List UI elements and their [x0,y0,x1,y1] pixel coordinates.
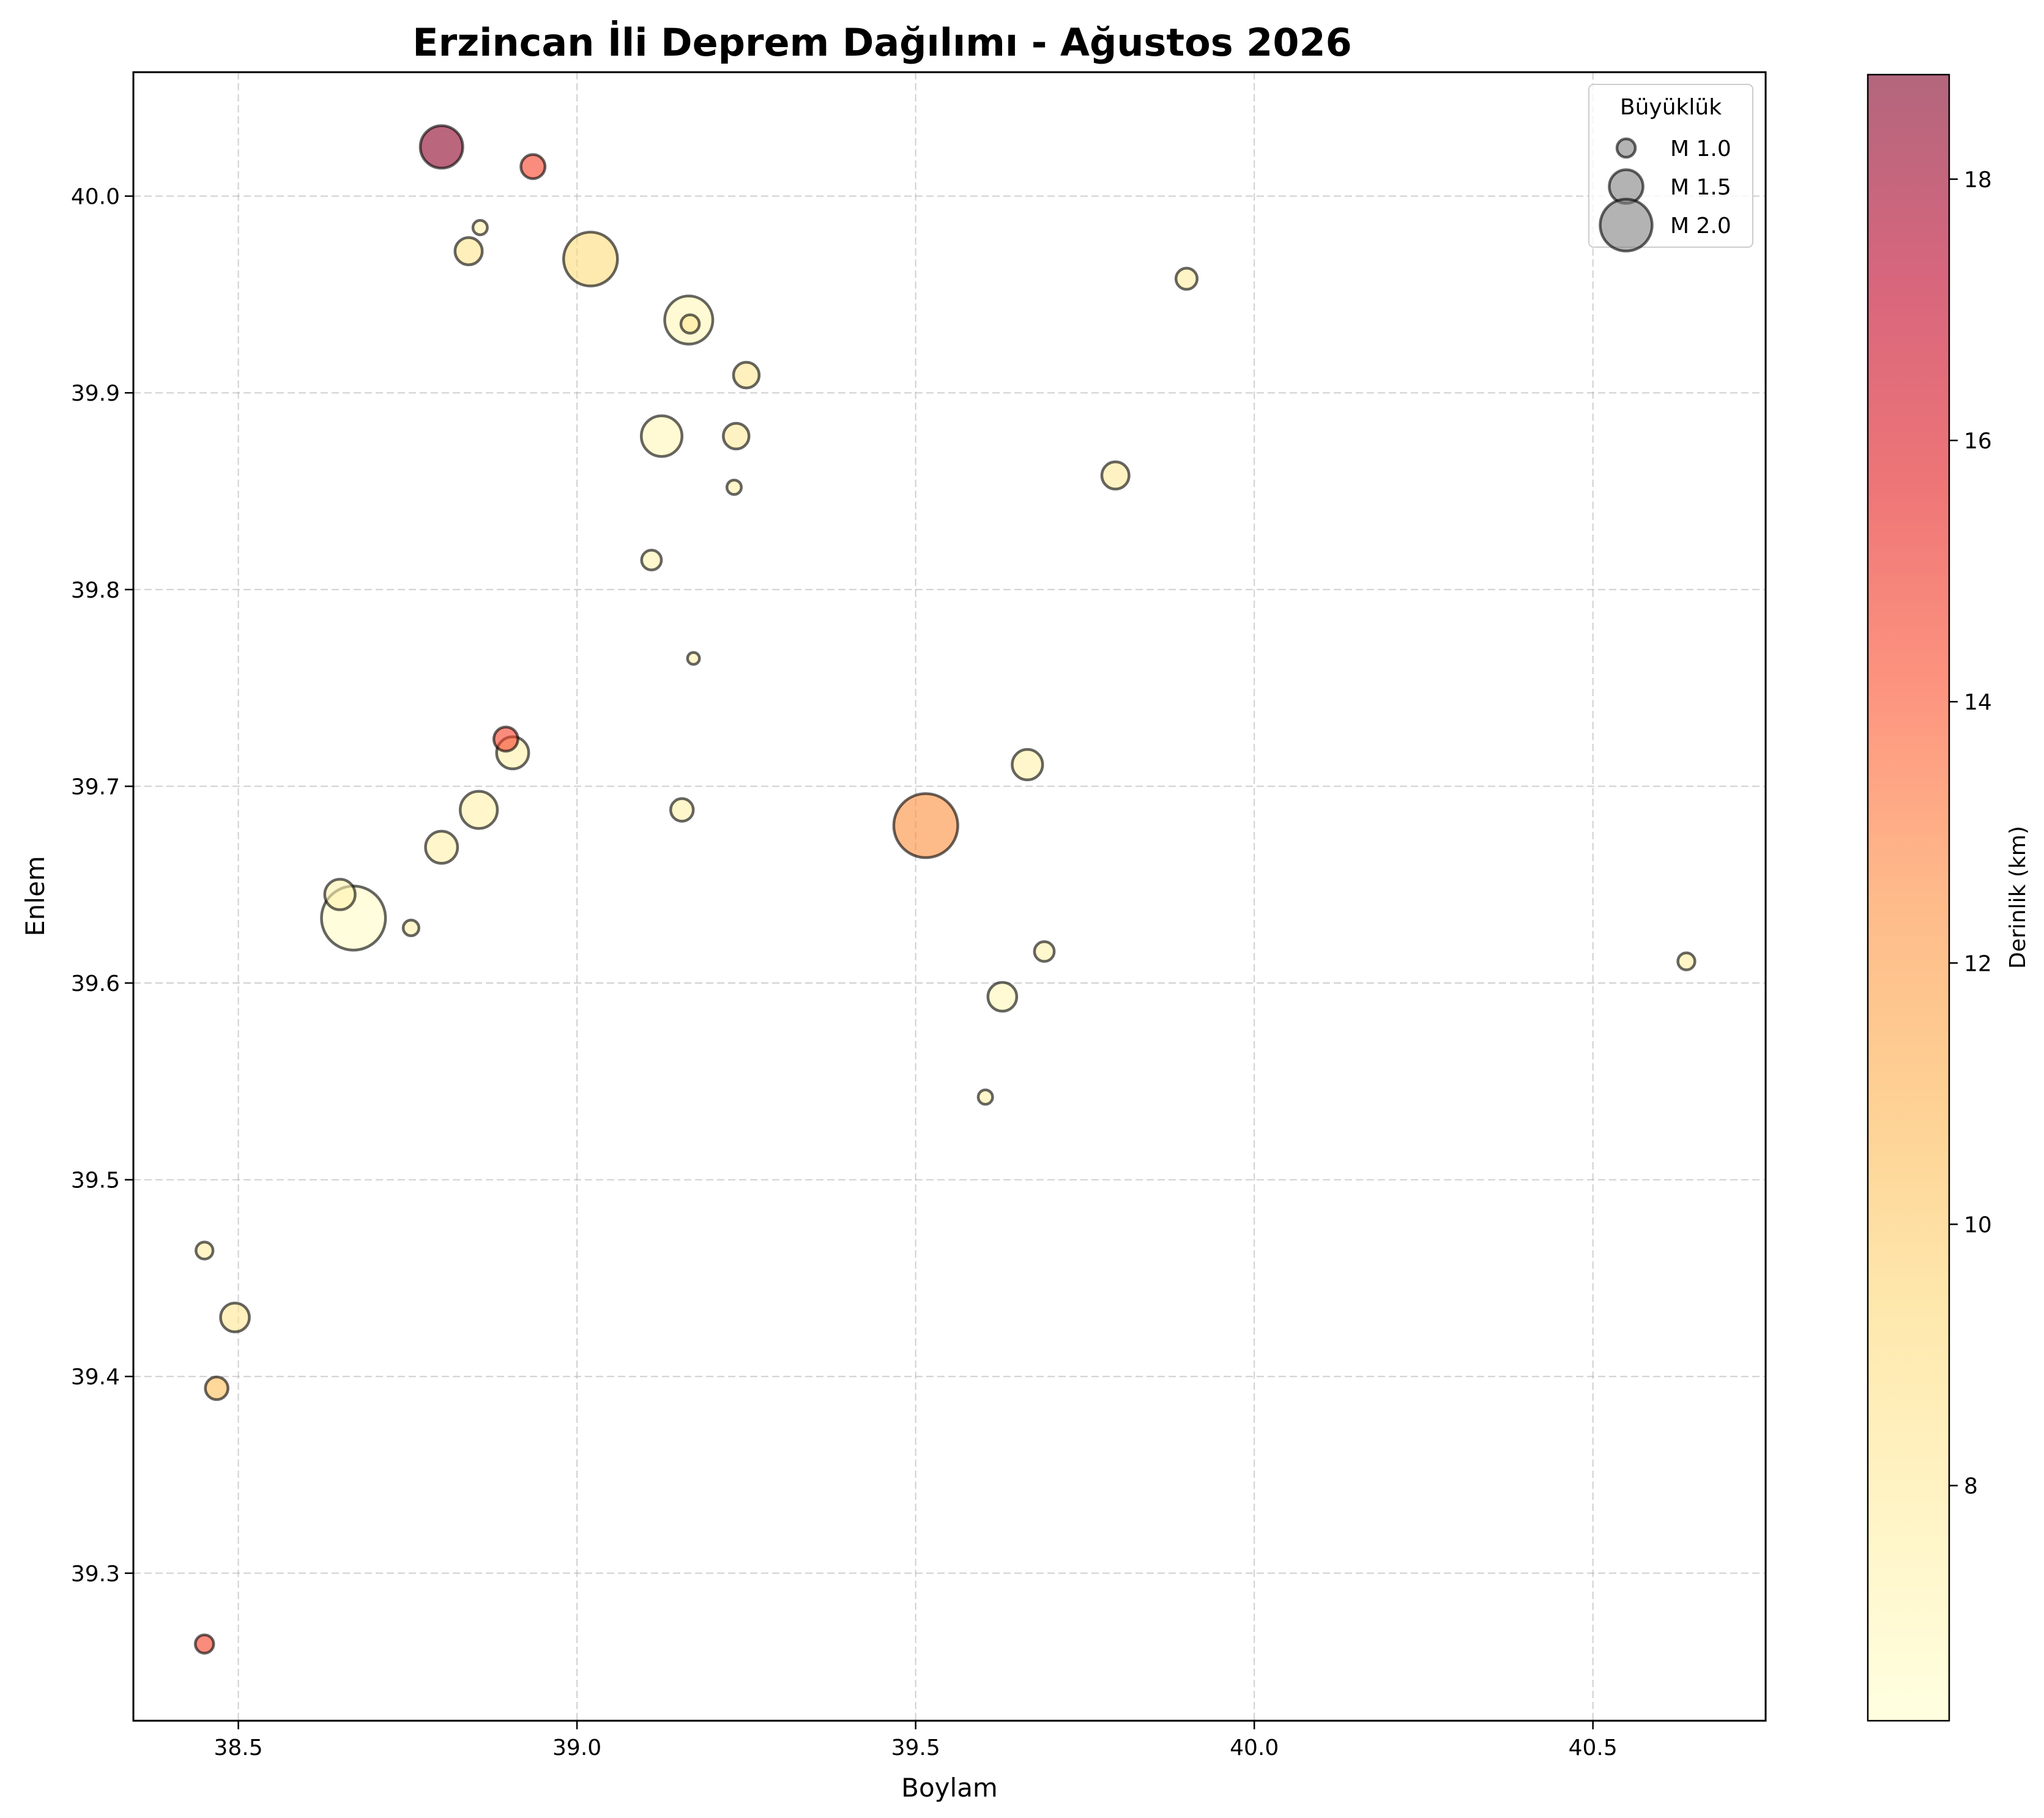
colorbar-ticks: 8 10 12 14 16 18 [1949,168,1992,1499]
x-axis-ticks: 38.5 39.0 39.5 40.0 40.5 [214,1721,1618,1760]
data-point [679,313,701,335]
data-point [453,236,484,267]
data-points [193,124,1697,1655]
x-tick-label: 40.5 [1569,1735,1618,1760]
y-axis-ticks: 39.3 39.4 39.5 39.6 39.7 39.8 39.9 40.0 [71,185,133,1587]
colorbar-tick-label: 18 [1964,168,1992,193]
data-point [892,792,959,859]
data-point [519,153,547,180]
legend-label: M 2.0 [1670,213,1731,239]
data-point [323,878,357,911]
data-point [1011,748,1044,782]
data-point [1174,267,1199,291]
data-point [640,549,663,571]
x-axis-label: Boylam [901,1773,998,1803]
colorbar-frame [1867,73,1950,1722]
data-point [1100,460,1131,491]
data-point [458,790,499,830]
colorbar-tick-label: 8 [1964,1474,1978,1499]
y-tick-label: 40.0 [71,185,120,210]
legend-title: Büyüklük [1620,95,1722,120]
x-tick-label: 39.0 [552,1735,601,1760]
legend-marker [1615,137,1637,159]
chart-title: Erzincan İli Deprem Dağılımı - Ağustos 2… [412,20,1351,65]
legend-label: M 1.5 [1670,175,1731,200]
data-point [669,797,695,823]
data-point [424,829,459,865]
y-tick-label: 39.5 [71,1168,120,1193]
data-point [204,1375,229,1401]
data-point [976,1088,994,1106]
legend-label: M 1.0 [1670,136,1731,161]
colorbar-tick-label: 12 [1964,951,1992,976]
y-tick-label: 39.3 [71,1562,120,1587]
data-point [562,231,619,288]
data-point [725,478,743,496]
colorbar-tick-label: 10 [1964,1212,1992,1237]
y-tick-label: 39.6 [71,971,120,996]
y-tick-label: 39.9 [71,381,120,406]
data-point [686,651,701,666]
y-tick-label: 39.7 [71,774,120,800]
x-tick-label: 38.5 [214,1735,263,1760]
data-point [1033,940,1056,963]
data-point [1676,951,1697,971]
colorbar-label: Derinlik (km) [2005,826,2031,969]
y-tick-label: 39.4 [71,1365,120,1390]
grid [133,72,1766,1721]
colorbar-gradient [1868,75,1949,1721]
data-point [418,124,464,170]
data-point [640,414,684,458]
data-point [401,918,420,938]
x-tick-label: 40.0 [1230,1735,1279,1760]
data-point [986,981,1019,1013]
x-tick-label: 39.5 [891,1735,940,1760]
legend-marker [1599,198,1654,253]
y-axis-label: Enlem [20,856,50,937]
colorbar-tick-label: 14 [1964,690,1992,715]
y-tick-label: 39.8 [71,578,120,603]
colorbar: 8 10 12 14 16 18 Derinlik (km) [1867,73,2031,1722]
data-point [732,361,761,390]
legend-entries: M 1.0 M 1.5 M 2.0 [1599,136,1731,253]
data-point [219,1301,251,1334]
data-point [722,421,751,451]
plot-area-frame [132,71,1767,1722]
data-point [193,1633,215,1655]
data-point [195,1241,215,1261]
legend: Büyüklük M 1.0 M 1.5 M 2.0 [1588,84,1753,253]
data-point [492,725,519,753]
colorbar-tick-label: 16 [1964,429,1992,454]
data-point [471,219,489,237]
